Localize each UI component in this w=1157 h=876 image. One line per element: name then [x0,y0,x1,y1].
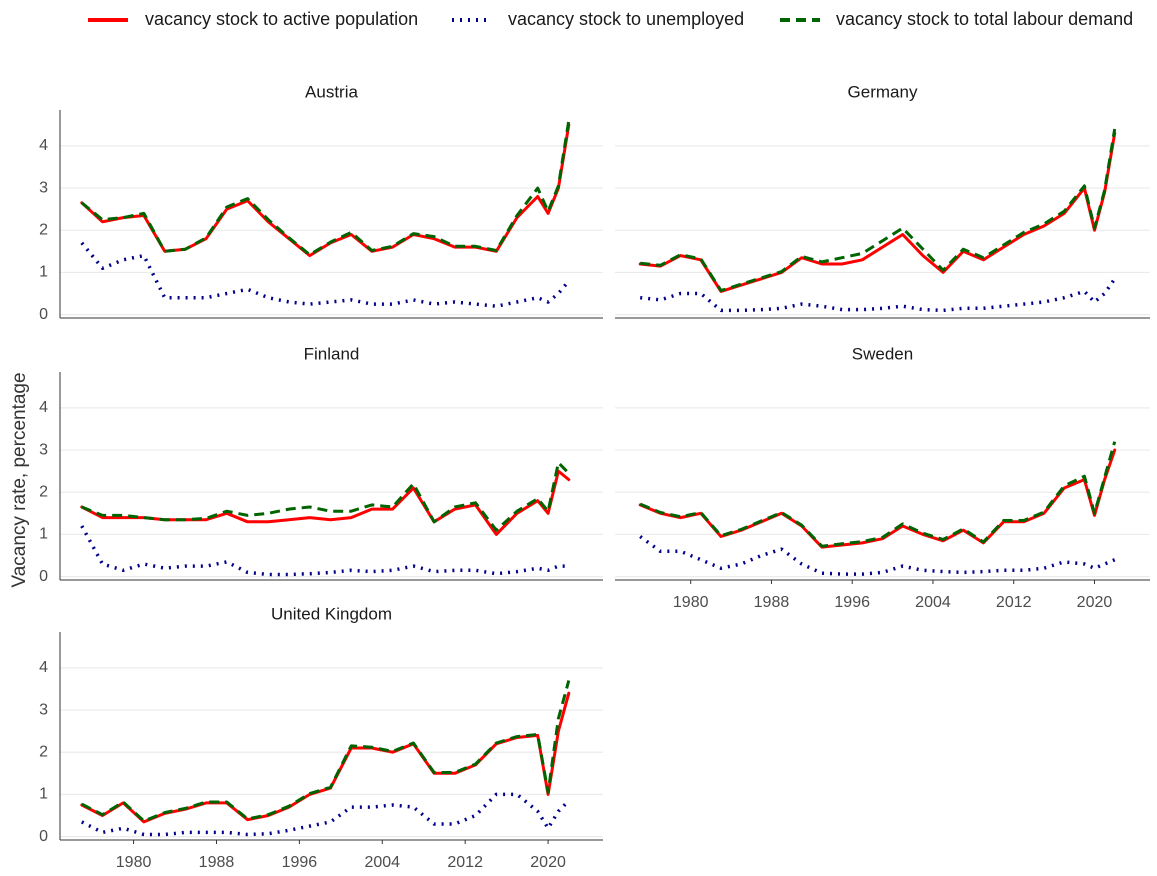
y-tick-label: 4 [39,399,48,416]
x-tick-label: 2012 [996,594,1032,611]
y-tick-label: 3 [39,441,48,458]
x-tick-label: 2020 [530,854,566,871]
y-tick-label: 1 [39,526,48,543]
x-tick-label: 2004 [364,854,400,871]
x-tick-label: 2012 [447,854,483,871]
x-tick-label: 1988 [199,854,235,871]
series-line [81,792,571,837]
panel-title: Finland [304,344,360,363]
y-tick-label: 4 [39,137,48,154]
series-line [80,691,571,824]
y-tick-label: 0 [39,568,48,585]
panel-title: Austria [305,82,358,101]
y-axis-label: Vacancy rate, percentage [9,372,30,587]
y-tick-label: 2 [39,743,48,760]
panel-title: Sweden [852,344,913,363]
y-tick-label: 1 [39,786,48,803]
legend-label: vacancy stock to active population [145,9,418,29]
y-tick-label: 3 [39,179,48,196]
panel-title: Germany [848,82,918,101]
series-line [639,535,1116,576]
y-tick-label: 4 [39,659,48,676]
x-tick-label: 1980 [673,594,709,611]
series-line [639,441,1117,548]
x-tick-label: 1996 [834,594,870,611]
series-line [80,123,571,258]
y-tick-label: 1 [39,264,48,281]
series-line [80,469,571,536]
y-tick-label: 0 [39,306,48,323]
series-line [81,680,571,823]
y-tick-label: 3 [39,701,48,718]
x-tick-label: 1988 [754,594,790,611]
panel-title: United Kingdom [271,604,392,623]
series-line [638,131,1117,293]
legend-label: vacancy stock to total labour demand [836,9,1133,29]
x-tick-label: 1980 [116,854,152,871]
x-tick-label: 1996 [282,854,318,871]
series-line [640,277,1117,313]
y-tick-label: 2 [39,221,48,238]
x-tick-label: 2020 [1077,594,1113,611]
x-tick-label: 2004 [915,594,951,611]
series-line [638,448,1117,549]
y-tick-label: 0 [39,828,48,845]
series-line [80,120,571,257]
legend-label: vacancy stock to unemployed [508,9,744,29]
y-tick-label: 2 [39,483,48,500]
series-line [640,128,1117,293]
series-line [81,461,570,532]
